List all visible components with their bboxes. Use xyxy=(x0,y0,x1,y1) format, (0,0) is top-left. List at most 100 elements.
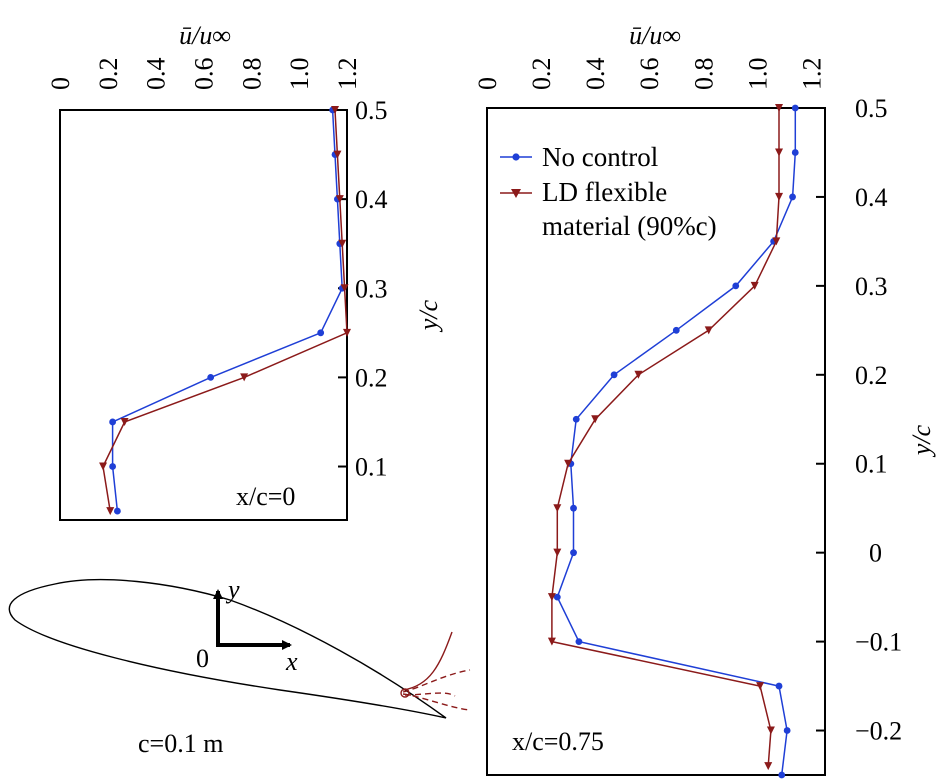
panel1-plot-frame xyxy=(486,107,826,776)
panel0-series-ld-flexible-material-90-c-point xyxy=(106,507,115,516)
panel1-series-ld-flexible-material-90-c-point xyxy=(750,281,759,290)
panel0-x-tick-label: 1.0 xyxy=(285,58,314,91)
panel1-series-ld-flexible-material-90-c-point xyxy=(553,548,562,557)
panel1-x-tick-label: 0.4 xyxy=(581,58,610,91)
panel1-series-no-control-point xyxy=(672,326,680,334)
panel0-series-no-control-point xyxy=(109,418,117,426)
panel0-y-tick-label: 0.4 xyxy=(355,185,388,214)
panel1-series-no-control-point xyxy=(732,282,740,290)
panel1-series-ld-flexible-material-90-c-point xyxy=(772,237,781,246)
panel1-x-tick-label: 0.6 xyxy=(635,58,664,91)
legend: No control LD flexible material (90%c) xyxy=(500,142,717,241)
panel1-x-tick-labels: 0 0.2 0.4 0.6 0.8 1.0 1.2 xyxy=(473,58,826,91)
panel0-series-ld-flexible-material-90-c-point xyxy=(343,328,351,337)
panel1-series-no-control-point xyxy=(791,149,799,156)
panel1-series-ld-flexible-material-90-c-point xyxy=(775,192,784,201)
panel1-y-tick-label: −0.2 xyxy=(855,717,902,746)
panel1-x-tick-label: 0 xyxy=(473,77,502,90)
panel0-x-tick-label: 0.4 xyxy=(142,58,171,91)
airfoil-y-axis-label: y xyxy=(225,575,240,604)
panel1-series-no-control-point xyxy=(778,771,786,779)
panel0-series-ld-flexible-material-90-c-line xyxy=(102,109,348,512)
panel0-series-ld-flexible-material-90-c-point xyxy=(340,284,349,293)
panel0-series-no-control-point xyxy=(109,463,117,470)
panel0-series-ld-flexible-material-90-c-point xyxy=(120,417,129,426)
panel1-series-no-control-point xyxy=(789,193,796,201)
panel0-y-tick-label: 0.5 xyxy=(355,96,388,125)
panel1-position-label: x/c=0.75 xyxy=(512,727,604,756)
panel0-position-label: x/c=0 xyxy=(236,482,295,511)
panel1-series-no-control-point xyxy=(575,638,583,645)
panel1-series-no-control-point xyxy=(572,415,580,423)
legend-ld-flexible-label: LD flexible xyxy=(542,177,667,207)
panel0-y-tick-labels: 0.1 0.2 0.3 0.4 0.5 xyxy=(338,96,388,482)
panel0-series-ld-flexible-material-90-c-point xyxy=(240,373,249,382)
airfoil-origin-label: 0 xyxy=(196,644,209,673)
panel0-xlabel: ū/u∞ xyxy=(179,21,231,50)
panel1-y-tick-labels: −0.2 −0.1 0 0.1 0.2 0.3 0.4 0.5 xyxy=(816,94,902,746)
panel1-series-no-control-point xyxy=(553,593,561,601)
flexible-flap-sketch xyxy=(400,631,471,711)
panel1-x-tick-label: 0.8 xyxy=(689,58,718,91)
panel0-x-tick-label: 0.2 xyxy=(94,57,123,90)
panel1-series-ld-flexible-material-90-c-point xyxy=(764,762,773,771)
panel0-series-no-control-point xyxy=(207,373,215,381)
panel0-series-ld-flexible-material-90-c-point xyxy=(335,195,344,204)
panel0-x-tick-label: 0.8 xyxy=(237,58,266,91)
panel1-y-tick-label: 0.2 xyxy=(855,361,888,390)
panel0-x-tick-label: 0.6 xyxy=(190,58,219,91)
panel0-series-no-control-point xyxy=(114,507,121,515)
airfoil-outline xyxy=(8,578,447,719)
panel1-y-tick-label: 0.5 xyxy=(855,94,888,123)
legend-ld-flexible-label-line2: material (90%c) xyxy=(542,211,717,241)
chord-length-label: c=0.1 m xyxy=(138,729,223,758)
panel1-x-tick-label: 1.0 xyxy=(743,58,772,91)
panel1-series-no-control-point xyxy=(610,371,618,379)
panel1-ylabel: y/c xyxy=(907,424,936,458)
panel1-series-ld-flexible-material-90-c-line xyxy=(551,108,780,767)
panel1-series-ld-flexible-material-90-c-point xyxy=(775,148,784,157)
panel1-series-no-control-point xyxy=(570,549,577,557)
panel0-y-tick-label: 0.3 xyxy=(355,274,388,303)
panel0-ylabel: y/c xyxy=(414,299,443,333)
panel0-x-tick-label: 0 xyxy=(46,77,75,90)
panel0-series-ld-flexible-material-90-c-point xyxy=(99,462,108,471)
legend-no-control-label: No control xyxy=(542,142,658,172)
panel1-series-no-control-point xyxy=(791,104,799,112)
panel1-series-ld-flexible-material-90-c-point xyxy=(553,504,562,513)
panel1-x-tick-label: 1.2 xyxy=(797,58,826,91)
panel1-series-ld-flexible-material-90-c-point xyxy=(704,326,713,335)
panel1-series-ld-flexible-material-90-c-point xyxy=(634,370,643,379)
panel1-series-ld-flexible-material-90-c-point xyxy=(591,415,600,424)
panel-xc-075: ū/u∞ 0 0.2 0.4 0.6 0.8 1.0 1.2 −0.2 −0.1 0 0.1 0.2… xyxy=(473,21,936,779)
legend-ld-flexible-marker xyxy=(511,189,521,198)
panel1-series-ld-flexible-material-90-c-point xyxy=(547,637,556,646)
panel1-series-ld-flexible-material-90-c-point xyxy=(766,726,775,735)
panel1-x-tick-label: 0.2 xyxy=(527,58,556,91)
panel0-plot-frame xyxy=(59,109,348,521)
panel1-series-no-control-point xyxy=(570,504,577,512)
panel1-y-tick-label: 0.4 xyxy=(855,183,888,212)
panel1-series-no-control-point xyxy=(775,682,783,690)
panel1-y-tick-label: −0.1 xyxy=(855,628,902,657)
panel1-y-tick-label: 0.1 xyxy=(855,450,888,479)
panel0-series-no-control-line xyxy=(111,109,343,512)
panel1-y-tick-label: 0 xyxy=(869,539,882,568)
panel1-y-tick-label: 0.3 xyxy=(855,272,888,301)
panel0-series xyxy=(99,106,351,516)
panel0-series-ld-flexible-material-90-c-point xyxy=(331,106,340,114)
panel1-series xyxy=(547,104,799,779)
airfoil-x-axis-label: x xyxy=(285,647,298,676)
panel-xc-0: ū/u∞ 0 0.2 0.4 0.6 0.8 1.0 1.2 0.1 0.2 0.3 0.4 0.5… xyxy=(46,21,443,521)
panel1-series-ld-flexible-material-90-c-point xyxy=(547,593,556,602)
panel1-series-ld-flexible-material-90-c-point xyxy=(564,459,573,468)
panel1-xlabel: ū/u∞ xyxy=(629,21,681,50)
panel0-y-tick-label: 0.2 xyxy=(355,363,388,392)
panel0-y-tick-label: 0.1 xyxy=(355,453,388,482)
panel0-series-ld-flexible-material-90-c-point xyxy=(338,239,347,248)
panel0-x-tick-label: 1.2 xyxy=(333,58,362,91)
panel1-series-no-control-point xyxy=(783,727,791,734)
panel0-x-tick-labels: 0 0.2 0.4 0.6 0.8 1.0 1.2 xyxy=(46,57,362,90)
panel0-series-no-control-point xyxy=(317,329,325,337)
